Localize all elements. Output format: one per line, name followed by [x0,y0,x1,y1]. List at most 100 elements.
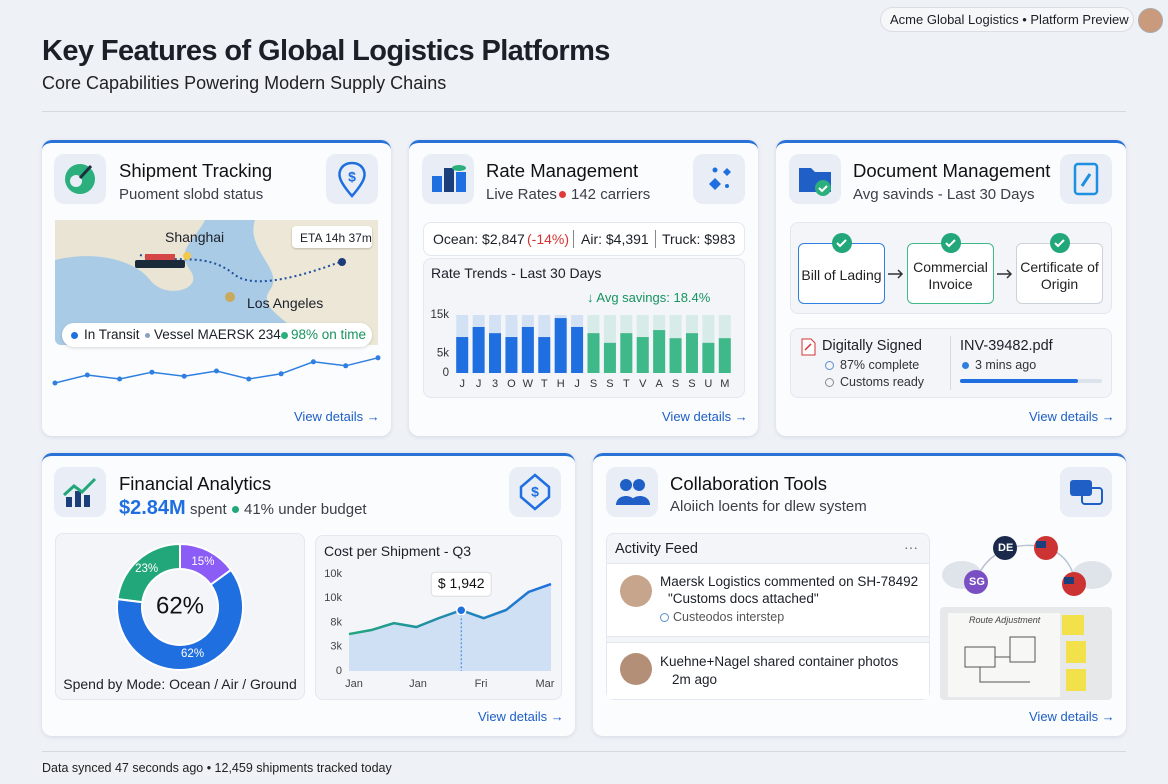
status-dot [145,333,150,338]
sparkline-point [52,380,58,386]
feed-quote: "Customs docs attached" [668,591,819,606]
chart-title: Cost per Shipment - Q3 [324,543,472,559]
card-subtitle: Puoment slobd status [119,186,264,203]
sparkline-point [278,371,284,377]
bar [505,337,518,373]
badge [880,7,1134,32]
x-tick-label: J [476,378,482,390]
bar [718,338,731,373]
view-details[interactable]: View details → [1029,409,1115,424]
view-details[interactable]: View details → [662,409,748,424]
avatar [620,653,652,685]
bar [554,318,567,373]
feed-item [607,563,929,637]
progress-track [960,379,1102,383]
card-subtitle: Live Rates [486,186,557,203]
signature-panel [790,328,1112,398]
tooltip-label: $ 1,942 [438,575,485,591]
bar [489,333,502,373]
view-details[interactable]: View details → [1029,709,1115,724]
eta-box [292,226,372,248]
view-details[interactable]: View details → [294,409,380,424]
x-axis-label: Mar [536,678,555,690]
x-tick-label: W [523,378,534,390]
sparkline-point [84,372,90,378]
price-icon: $ [338,161,366,198]
sep [655,230,656,248]
sep [573,230,574,248]
feed-text: Maersk Logistics commented on SH-78492 [660,574,919,589]
divider [42,751,1126,752]
annotation: ↓ Avg savings: 18.4% [587,290,711,305]
sparkline-point [310,359,316,365]
sparkline-point [117,376,123,382]
map-label: Shanghai [165,229,225,245]
workflow-checks [832,233,1070,279]
card-title: Rate Management [486,160,639,181]
price-change: (-14%) [527,231,570,247]
folder-icon [799,168,831,196]
price-bar [423,222,745,256]
y-axis-label: 3k [330,641,342,653]
card-title: Collaboration Tools [670,473,828,494]
signed-item: 87% complete [840,358,920,372]
y-axis-label: 10k [324,592,342,604]
view-details[interactable]: View details → [478,709,564,724]
x-tick-label: J [459,378,465,390]
x-tick-label: S [606,378,613,390]
whiteboard-sketch [948,613,1086,697]
user-avatar[interactable] [1138,8,1163,33]
y-tick-label: 0 [443,367,449,379]
bar [571,326,584,373]
clip-icon [1073,162,1099,196]
x-tick-label: 3 [492,378,498,390]
budget-dot [232,506,239,513]
sparkline-point [214,368,219,374]
sparkline-point [246,376,252,382]
time-dot [962,362,969,369]
more-menu[interactable]: ··· [904,539,918,555]
workflow-step: Bill of Lading [798,243,885,304]
donut-label: 15% [191,556,214,568]
bar [538,337,551,373]
bar [587,333,600,373]
x-axis-label: Fri [475,678,488,690]
x-tick-label: A [655,378,663,390]
item-icon [825,361,834,370]
feed-title: Activity Feed [615,541,698,557]
chart-icon [62,477,97,507]
status: Vessel MAERSK 234 [154,327,281,342]
chat-icon [1070,480,1103,505]
file-time: 3 mins ago [975,358,1037,372]
donut-caption: Spend by Mode: Ocean / Air / Ground [63,676,297,692]
sparkline-point [181,373,187,379]
sparkline-point [375,355,381,361]
workflow-step: Certificate of Origin [1016,243,1103,304]
spark-icon [709,167,731,190]
x-tick-label: T [623,378,630,390]
card-subtitle: Aloiich loents for dlew system [670,498,867,515]
signed: Digitally Signed [822,338,922,354]
x-tick-label: T [541,378,548,390]
status-bar [62,323,372,347]
bar [653,330,666,373]
amount: $2.84M [119,497,186,519]
avatar-label: DE [998,542,1014,554]
y-axis-label: 10k [324,568,342,580]
line [348,582,552,636]
footer: Data synced 47 seconds ago • 12,459 ship… [42,761,392,775]
x-tick-label: J [574,378,580,390]
bar [603,342,616,373]
price: Air: $4,391 [581,231,649,247]
avatar-label: SG [969,576,985,588]
icon-box [693,154,745,204]
donut-segment [116,568,244,671]
x-tick-label: S [688,378,695,390]
tracking-icon [65,164,95,194]
eta: ETA 14h 37m [300,231,372,245]
x-axis-label: Jan [409,678,427,690]
donut-label: 23% [135,563,158,575]
